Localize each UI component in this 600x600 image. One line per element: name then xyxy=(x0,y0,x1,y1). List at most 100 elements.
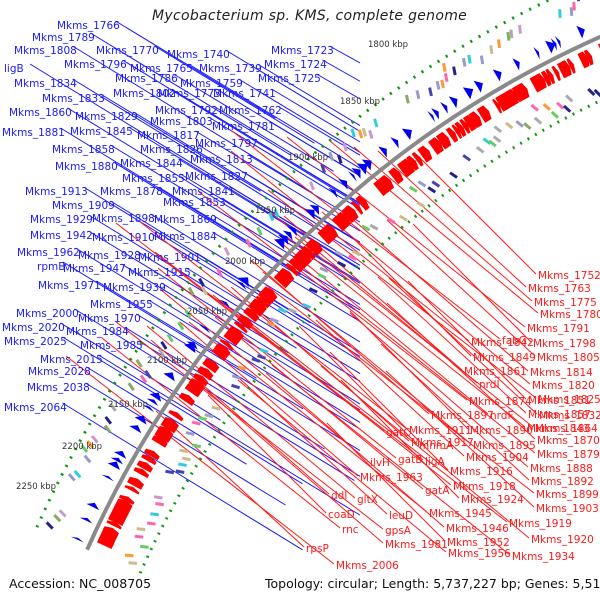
gene-label[interactable]: Mkms_1880 xyxy=(55,161,118,173)
gene-label[interactable]: Mkms_1825 xyxy=(538,394,600,406)
gene-label[interactable]: Mkms_1869 xyxy=(154,214,217,226)
gene-label[interactable]: rpsP xyxy=(306,543,329,555)
gene-label[interactable]: Mkms_1842 xyxy=(471,337,534,349)
gene-label[interactable]: Mkms_1874 xyxy=(469,396,532,408)
gene-label[interactable]: Mkms_2000 xyxy=(16,308,79,320)
gene-label[interactable]: Mkms_1792 xyxy=(155,105,218,117)
gene-label[interactable]: Mkms_1924 xyxy=(461,494,524,506)
gene-label[interactable]: nrdI xyxy=(479,379,500,391)
gene-label[interactable]: Mkms_1892 xyxy=(531,476,594,488)
gene-label[interactable]: Mkms_2020 xyxy=(2,322,65,334)
gene-label[interactable]: Mkms_1770 xyxy=(96,45,159,57)
gene-label[interactable]: Mkms_1827 xyxy=(185,171,248,183)
gene-label[interactable]: Mkms_1796 xyxy=(64,59,127,71)
gene-label[interactable]: ligA xyxy=(425,456,445,468)
gene-label[interactable]: Mkms_1956 xyxy=(448,548,511,560)
gene-label[interactable]: Mkms_1918 xyxy=(453,481,516,493)
gene-label[interactable]: Mkms_1913 xyxy=(25,186,88,198)
gene-label[interactable]: Mkms_1765 xyxy=(130,63,193,75)
gene-label[interactable]: Mkms_1791 xyxy=(527,323,590,335)
gene-label[interactable]: Mkms_1820 xyxy=(532,380,595,392)
gene-label[interactable]: Mkms_1919 xyxy=(509,518,572,530)
gene-label[interactable]: gatB xyxy=(398,454,422,466)
gene-label[interactable]: Mkms_1945 xyxy=(429,508,492,520)
gene-label[interactable]: Mkms_1789 xyxy=(32,32,95,44)
gene-label[interactable]: gatA xyxy=(425,485,450,497)
gene-label[interactable]: Mkms_1963 xyxy=(360,472,423,484)
gene-label[interactable]: Mkms_1763 xyxy=(528,283,591,295)
gene-label[interactable]: Mkms_1798 xyxy=(533,338,596,350)
gene-label[interactable]: Mkms_1946 xyxy=(446,523,509,535)
gene-label[interactable]: Mkms_1884 xyxy=(154,231,217,243)
gene-label[interactable]: Mkms_1844 xyxy=(120,158,183,170)
gene-label[interactable]: Mkms_1829 xyxy=(75,111,138,123)
gene-label[interactable]: Mkms_1817 xyxy=(137,130,200,142)
gene-label[interactable]: Mkms_1942 xyxy=(30,230,93,242)
gene-label[interactable]: Mkms_1805 xyxy=(537,352,600,364)
gene-label[interactable]: Mkms_1878 xyxy=(100,186,163,198)
gene-label[interactable]: Mkms_1802 xyxy=(113,88,176,100)
gene-label[interactable]: Mkms_1888 xyxy=(530,463,593,475)
gene-label[interactable]: Mkms_1833 xyxy=(42,93,105,105)
gene-label[interactable]: Mkms_1813 xyxy=(190,154,253,166)
gene-label[interactable]: Mkms_1895 xyxy=(473,440,536,452)
gene-label[interactable]: Mkms_1724 xyxy=(264,59,327,71)
gene-label[interactable]: ddl xyxy=(331,490,347,502)
gene-label[interactable]: Mkms_1915 xyxy=(128,267,191,279)
gene-label[interactable]: Mkms_1786 xyxy=(115,73,178,85)
gene-label[interactable]: Mkms_1962 xyxy=(17,247,80,259)
gene-label[interactable]: Mkms_1881 xyxy=(2,127,65,139)
gene-label[interactable]: Mkms_1971 xyxy=(38,280,101,292)
gene-label[interactable]: Mkms_1752 xyxy=(538,270,600,282)
gene-label[interactable]: Mkms_1762 xyxy=(219,105,282,117)
gene-label[interactable]: Mkms_1741 xyxy=(213,88,276,100)
gene-label[interactable]: gltX xyxy=(357,494,378,506)
gene-label[interactable]: Mkms_1955 xyxy=(90,299,153,311)
gene-label[interactable]: Mkms_1984 xyxy=(66,326,129,338)
gene-label[interactable]: Mkms_1970 xyxy=(78,313,141,325)
gene-label[interactable]: Mkms_1857 xyxy=(528,409,591,421)
gene-label[interactable]: Mkms_1909 xyxy=(52,200,115,212)
gene-label[interactable]: Mkms_1739 xyxy=(199,63,262,75)
gene-label[interactable]: Mkms_1826 xyxy=(140,144,203,156)
gene-label[interactable]: Mkms_2006 xyxy=(336,560,399,572)
gene-label[interactable]: Mkms_2064 xyxy=(4,402,67,414)
gene-label[interactable]: Mkms_1860 xyxy=(9,107,72,119)
gene-label[interactable]: Mkms_1740 xyxy=(167,49,230,61)
gene-label[interactable]: ilvH xyxy=(370,457,390,469)
gene-label[interactable]: Mkms_1841 xyxy=(172,186,235,198)
gene-label[interactable]: rnc xyxy=(342,524,359,536)
gene-label[interactable]: rpmB xyxy=(37,261,65,273)
gene-label[interactable]: Mkms_1781 xyxy=(212,121,275,133)
gene-label[interactable]: Mkms_1766 xyxy=(57,20,120,32)
gene-label[interactable]: coaD xyxy=(328,509,355,521)
gene-label[interactable]: Mkms_1843 xyxy=(527,423,590,435)
gene-label[interactable]: Mkms_2038 xyxy=(27,382,90,394)
gene-label[interactable]: Mkms_1851 xyxy=(528,395,591,407)
gene-label[interactable]: Mkms_1917 xyxy=(411,437,474,449)
gene-label[interactable]: Mkms_1910 xyxy=(92,232,155,244)
gene-label[interactable]: Mkms_1725 xyxy=(258,73,321,85)
gene-label[interactable]: Mkms_1897 xyxy=(431,410,494,422)
gene-label[interactable]: nrdF xyxy=(490,410,514,422)
gene-label[interactable]: Mkms_1904 xyxy=(466,452,529,464)
gene-label[interactable]: Mkms_1911 xyxy=(409,425,472,437)
gene-label[interactable]: Mkms_1803 xyxy=(150,116,213,128)
gene-label[interactable]: Mkms_1981 xyxy=(385,539,448,551)
gene-label[interactable]: Mkms_1808 xyxy=(14,45,77,57)
gene-label[interactable]: Mkms_2025 xyxy=(4,336,67,348)
gene-label[interactable]: Mkms_1832 xyxy=(539,410,600,422)
gene-label[interactable]: Mkms_1797 xyxy=(195,138,258,150)
gene-label[interactable]: gatC xyxy=(386,427,411,439)
gene-label[interactable]: Mkms_1845 xyxy=(70,126,133,138)
gene-label[interactable]: Mkms_1870 xyxy=(537,435,600,447)
gene-label[interactable]: Mkms_1947 xyxy=(63,263,126,275)
gene-label[interactable]: mnmA xyxy=(419,440,454,452)
gene-label[interactable]: Mkms_1849 xyxy=(473,352,536,364)
gene-label[interactable]: gpsA xyxy=(385,525,412,537)
gene-label[interactable]: Mkms_1928 xyxy=(78,250,141,262)
gene-label[interactable]: Mkms_2028 xyxy=(28,366,91,378)
gene-label[interactable]: Mkms_1890 xyxy=(470,425,533,437)
gene-label[interactable]: Mkms_1920 xyxy=(531,534,594,546)
gene-label[interactable]: Mkms_1985 xyxy=(80,340,143,352)
